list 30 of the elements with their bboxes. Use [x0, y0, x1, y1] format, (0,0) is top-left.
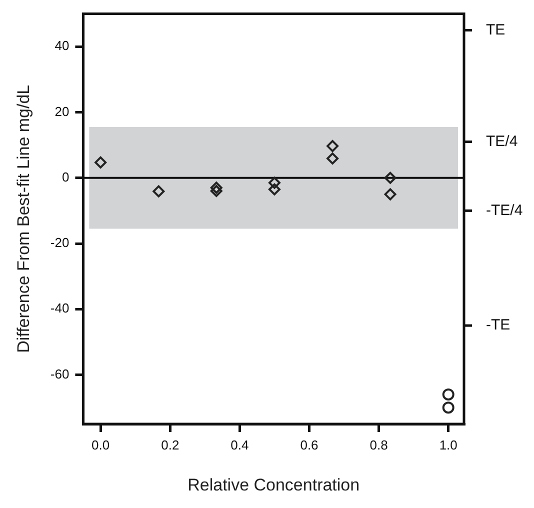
point	[326, 140, 339, 152]
x-tick-label: 0.2	[161, 437, 180, 452]
x-tick-label: 0.4	[230, 437, 249, 452]
x-tick-label: 0.8	[370, 437, 388, 452]
point	[94, 156, 107, 168]
ref-line-label: -TE	[486, 316, 510, 334]
y-tick-label: 0	[62, 169, 70, 184]
point	[210, 182, 222, 194]
y-tick-label: -40	[50, 300, 70, 316]
y-tick-label: -20	[50, 235, 70, 250]
ref-line-label: TE/4	[486, 132, 518, 150]
ref-line-label: -TE/4	[486, 202, 523, 219]
y-tick-label: 20	[54, 104, 70, 119]
y-axis-title: Difference From Best-fit Line mg/dL	[14, 84, 33, 353]
point	[210, 185, 222, 198]
y-tick-label: 40	[54, 38, 70, 54]
x-tick-label: 0.0	[92, 437, 110, 452]
ref-line-label: TE	[486, 21, 506, 38]
point	[326, 152, 339, 165]
point	[442, 388, 454, 400]
x-tick-label: 0.6	[300, 437, 318, 452]
point	[268, 176, 280, 189]
x-axis-title: Relative Concentration	[188, 475, 360, 494]
point	[384, 188, 396, 200]
point	[442, 402, 454, 414]
x-tick-label: 1.0	[439, 437, 458, 452]
point	[152, 185, 165, 198]
y-tick-label: -60	[50, 366, 70, 382]
point	[268, 183, 280, 196]
point	[384, 172, 396, 184]
